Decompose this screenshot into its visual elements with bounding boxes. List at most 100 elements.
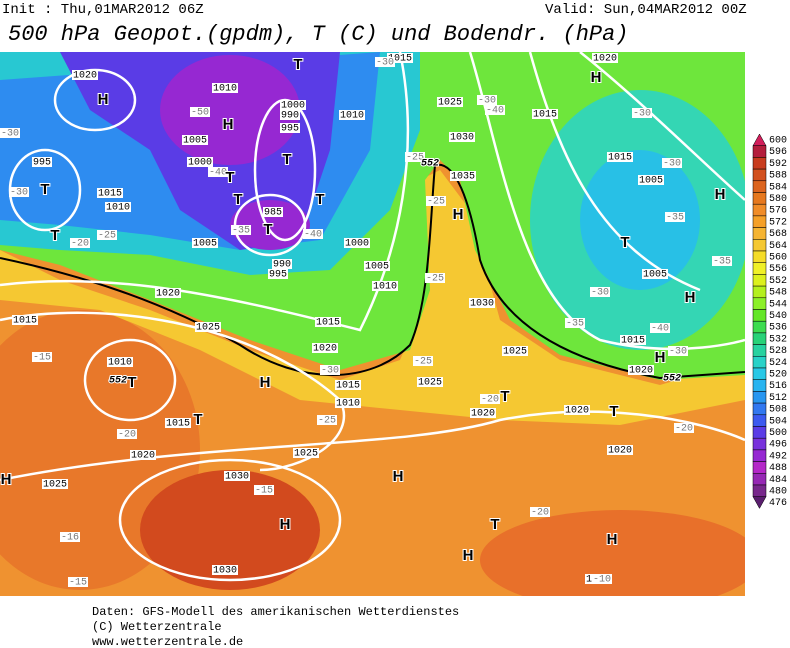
isobar-label-box — [387, 53, 413, 63]
temp-label: -20 — [118, 430, 136, 441]
isobar-label-box — [165, 418, 191, 428]
colorbar-label: 512 — [769, 393, 787, 404]
isobar-label: 990 — [273, 260, 291, 271]
colorbar-label: 488 — [769, 463, 787, 474]
temp-label: -25 — [406, 153, 424, 164]
isobar-label: 995 — [269, 270, 287, 281]
isobar-label-box — [107, 357, 133, 367]
pressure-center: T — [609, 403, 618, 420]
isobar-label-box — [212, 83, 238, 93]
isobar-label-box — [642, 269, 668, 279]
colorbar-label: 564 — [769, 241, 787, 252]
isobar-label-box — [449, 132, 475, 142]
temp-label: -30 — [669, 347, 687, 358]
colorbar-label: 580 — [769, 194, 787, 205]
isobar-label-box — [130, 450, 156, 460]
pressure-center: H — [685, 289, 696, 306]
temp-label: -30 — [321, 366, 339, 377]
colorbar-label: 500 — [769, 428, 787, 439]
temp-label: -35 — [232, 226, 250, 237]
colorbar-label: 532 — [769, 334, 787, 345]
colorbar-label: 588 — [769, 171, 787, 182]
temp-label: -30 — [1, 129, 19, 140]
isobar-label-box — [344, 238, 370, 248]
pressure-center: T — [193, 411, 202, 428]
isobar-label: 1025 — [418, 378, 442, 389]
isobar-label-box — [502, 346, 528, 356]
isobar-label: 1005 — [365, 262, 389, 273]
colorbar-cell — [752, 274, 767, 287]
temp-label: -25 — [318, 416, 336, 427]
temp-label-box — [426, 196, 446, 206]
colorbar-cell — [752, 332, 767, 345]
isobar-label-box — [469, 298, 495, 308]
colorbar-label: 524 — [769, 358, 787, 369]
isobar-label: 1020 — [593, 54, 617, 65]
temp-label-box — [97, 230, 117, 240]
isobar-label-box — [564, 405, 590, 415]
colorbar-cell — [752, 473, 767, 486]
isobar-label-box — [470, 408, 496, 418]
pressure-center: T — [40, 181, 49, 198]
colorbar-label: 548 — [769, 288, 787, 299]
colorbar-label: 576 — [769, 206, 787, 217]
isobar-label-box — [312, 343, 338, 353]
isobar-label: 1030 — [470, 299, 494, 310]
isobar-label: 1020 — [565, 406, 589, 417]
temp-label: -20 — [675, 424, 693, 435]
colorbar-cell — [752, 414, 767, 427]
isobar-label-box — [532, 109, 558, 119]
colorbar-label: 560 — [769, 252, 787, 263]
colorbar-label: 584 — [769, 182, 787, 193]
colorbar-cell — [752, 367, 767, 380]
temp-label-box — [0, 128, 20, 138]
temp-label: -10 — [593, 575, 611, 586]
colorbar-cell — [752, 227, 767, 240]
temp-label-box — [662, 158, 682, 168]
pressure-center: T — [620, 234, 629, 251]
temp-label: -50 — [191, 108, 209, 119]
colorbar-label: 552 — [769, 276, 787, 287]
temp-label: -20 — [481, 395, 499, 406]
isobar-label-box — [263, 207, 283, 217]
isobar-label-box — [638, 175, 664, 185]
isobar-label-box — [293, 448, 319, 458]
isobar-label-box — [97, 188, 123, 198]
isobar-label-box — [280, 100, 306, 110]
pressure-center: H — [591, 69, 602, 86]
temp-label-box — [632, 108, 652, 118]
temp-label-box — [320, 365, 340, 375]
colorbar-cell — [752, 262, 767, 275]
isobar-label: 1000 — [345, 239, 369, 250]
pressure-center: T — [500, 388, 509, 405]
colorbar: 6005965925885845805765725685645605565525… — [752, 133, 787, 509]
pressure-center: T — [293, 56, 302, 73]
isobar-label: 995 — [281, 124, 299, 135]
colorbar-cell — [752, 285, 767, 299]
isobar-label-box — [607, 445, 633, 455]
colorbar-cell — [752, 297, 767, 310]
colorbar-cell — [752, 239, 767, 252]
temp-label-box — [530, 507, 550, 517]
pressure-center: H — [463, 547, 474, 564]
temp-label: -15 — [69, 578, 87, 589]
temp-label-box — [231, 225, 251, 235]
temp-label: -15 — [33, 353, 51, 364]
temp-label-box — [70, 238, 90, 248]
isobar-label: 1010 — [373, 282, 397, 293]
isobar-label-box — [12, 315, 38, 325]
temp-label-box — [650, 323, 670, 333]
temp-label: -35 — [713, 257, 731, 268]
isobar-label: 1015 — [316, 318, 340, 329]
isobar-label-box — [42, 479, 68, 489]
isobar-label-box — [224, 471, 250, 481]
colorbar-cell — [752, 344, 767, 357]
isobar-label: 1020 — [131, 451, 155, 462]
temp-label: -30 — [633, 109, 651, 120]
map-title: 500 hPa Geopot.(gpdm), T (C) und Bodendr… — [8, 22, 629, 47]
temp-label: -25 — [427, 197, 445, 208]
colorbar-cell — [752, 309, 767, 322]
contour-label: 552 — [109, 376, 127, 387]
valid-time: Valid: Sun,04MAR2012 00Z — [545, 2, 747, 18]
temp-label: -20 — [71, 239, 89, 250]
